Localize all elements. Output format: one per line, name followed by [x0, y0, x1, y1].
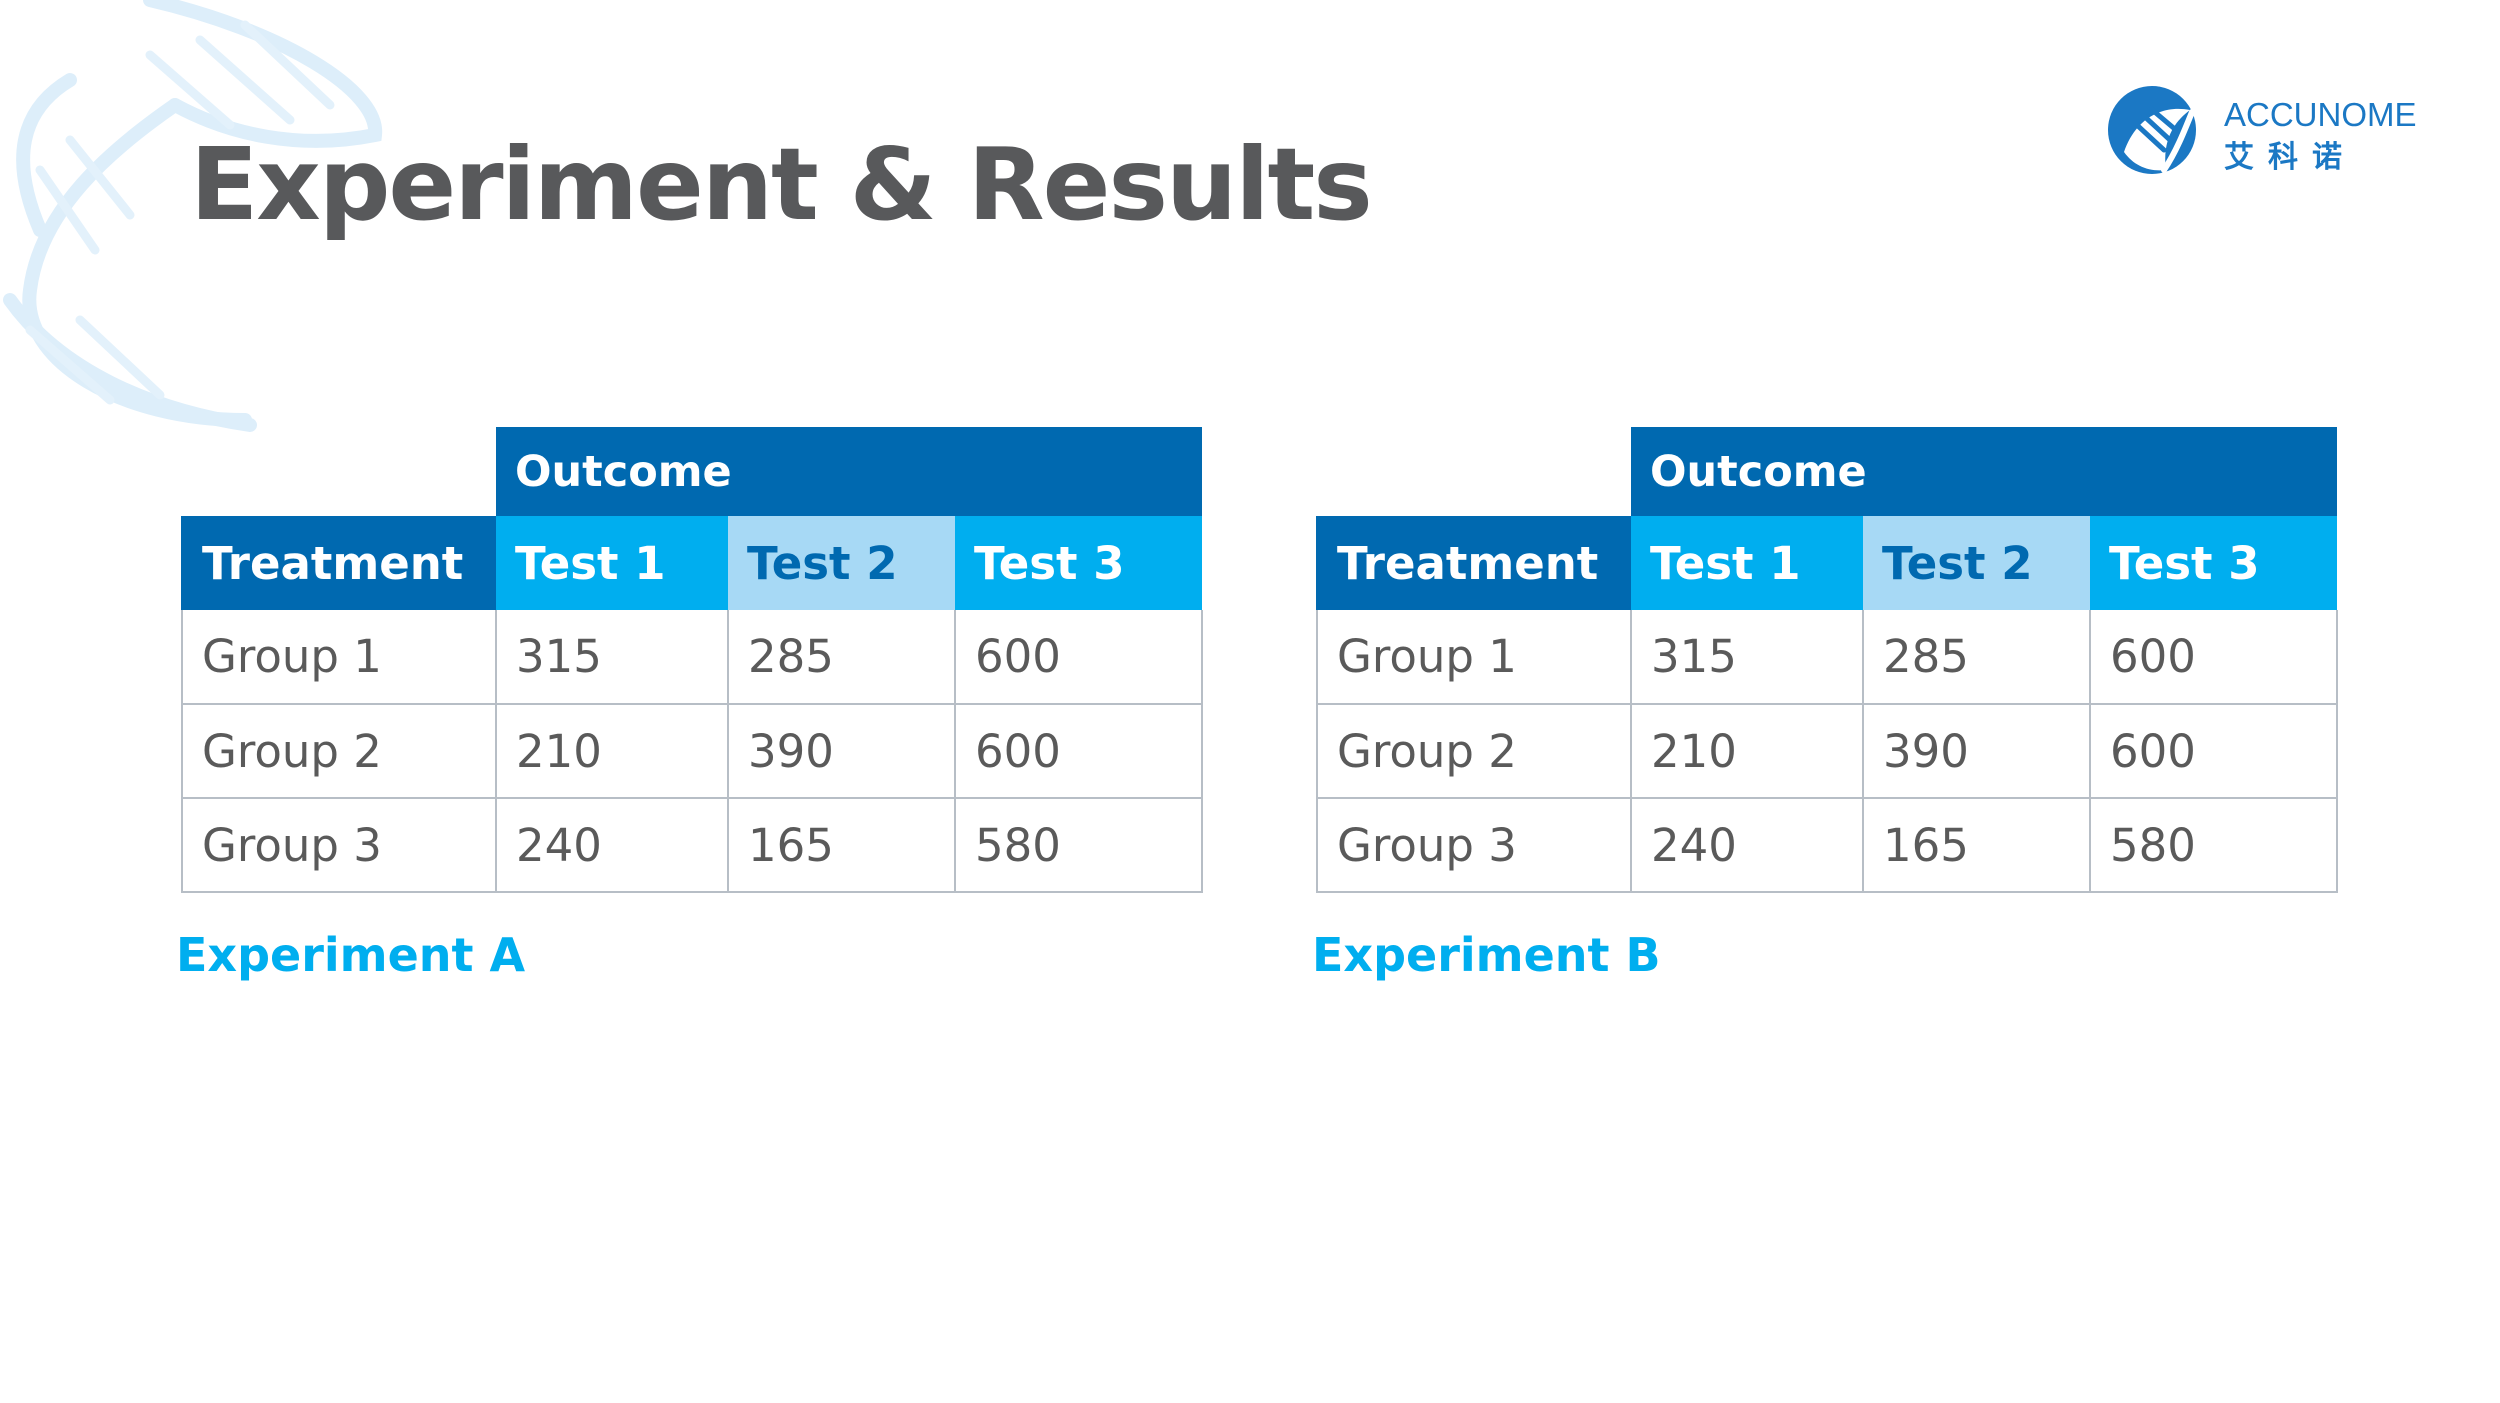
table-header-row: Treatment Test 1 Test 2 Test 3	[1316, 516, 2337, 610]
experiment-b-caption: Experiment B	[1312, 928, 1661, 982]
column-header-treatment: Treatment	[181, 516, 496, 610]
experiment-b-table: Outcome Treatment Test 1 Test 2 Test 3 G…	[1316, 427, 2338, 893]
logo-wordmark: ACCUNOME	[2224, 96, 2417, 133]
table-cell: 600	[2089, 703, 2338, 799]
table-row: Group 2 210 390 600	[181, 703, 1203, 799]
page-title: Experiment & Results	[190, 126, 1373, 243]
table-row: Group 1 315 285 600	[181, 610, 1203, 705]
table-group-header-row: Outcome	[1317, 427, 2337, 516]
table-row: Group 3 240 165 580	[181, 797, 1203, 893]
table-cell: 600	[2089, 610, 2338, 705]
table-cell: 165	[727, 797, 956, 893]
row-label-cell: Group 3	[1316, 797, 1632, 893]
column-header-test-1: Test 1	[1631, 516, 1863, 610]
table-cell: 240	[495, 797, 729, 893]
table-cell: 390	[1862, 703, 2091, 799]
table-cell: 580	[954, 797, 1203, 893]
table-cell: 315	[495, 610, 729, 705]
table-cell: 285	[727, 610, 956, 705]
table-cell: 165	[1862, 797, 2091, 893]
column-header-test-1: Test 1	[496, 516, 728, 610]
row-label-cell: Group 1	[1316, 610, 1632, 705]
table-cell: 580	[2089, 797, 2338, 893]
table-cell: 210	[495, 703, 729, 799]
table-cell: 315	[1630, 610, 1864, 705]
table-row: Group 1 315 285 600	[1316, 610, 2338, 705]
table-group-header-row: Outcome	[182, 427, 1202, 516]
table-header-row: Treatment Test 1 Test 2 Test 3	[181, 516, 1202, 610]
column-header-test-3: Test 3	[2090, 516, 2337, 610]
table-corner-cell	[1317, 427, 1631, 516]
column-header-test-2: Test 2	[728, 516, 955, 610]
dna-decoration-graphic	[3, 0, 383, 432]
outcome-group-header: Outcome	[1631, 427, 2337, 516]
experiment-a-table: Outcome Treatment Test 1 Test 2 Test 3 G…	[181, 427, 1203, 893]
table-cell: 285	[1862, 610, 2091, 705]
row-label-cell: Group 2	[181, 703, 497, 799]
table-corner-cell	[182, 427, 496, 516]
column-header-test-2: Test 2	[1863, 516, 2090, 610]
row-label-cell: Group 2	[1316, 703, 1632, 799]
table-cell: 210	[1630, 703, 1864, 799]
table-row: Group 2 210 390 600	[1316, 703, 2338, 799]
logo-chinese-name: 艾科诺	[2224, 140, 2356, 175]
row-label-cell: Group 1	[181, 610, 497, 705]
table-cell: 600	[954, 610, 1203, 705]
row-label-cell: Group 3	[181, 797, 497, 893]
column-header-test-3: Test 3	[955, 516, 1202, 610]
accunome-logo-mark-icon	[2108, 86, 2196, 174]
table-cell: 240	[1630, 797, 1864, 893]
experiment-a-caption: Experiment A	[176, 928, 526, 982]
outcome-group-header: Outcome	[496, 427, 1202, 516]
table-row: Group 3 240 165 580	[1316, 797, 2338, 893]
table-cell: 390	[727, 703, 956, 799]
column-header-treatment: Treatment	[1316, 516, 1631, 610]
table-cell: 600	[954, 703, 1203, 799]
accunome-logo: ACCUNOME 艾科诺	[2104, 78, 2434, 186]
